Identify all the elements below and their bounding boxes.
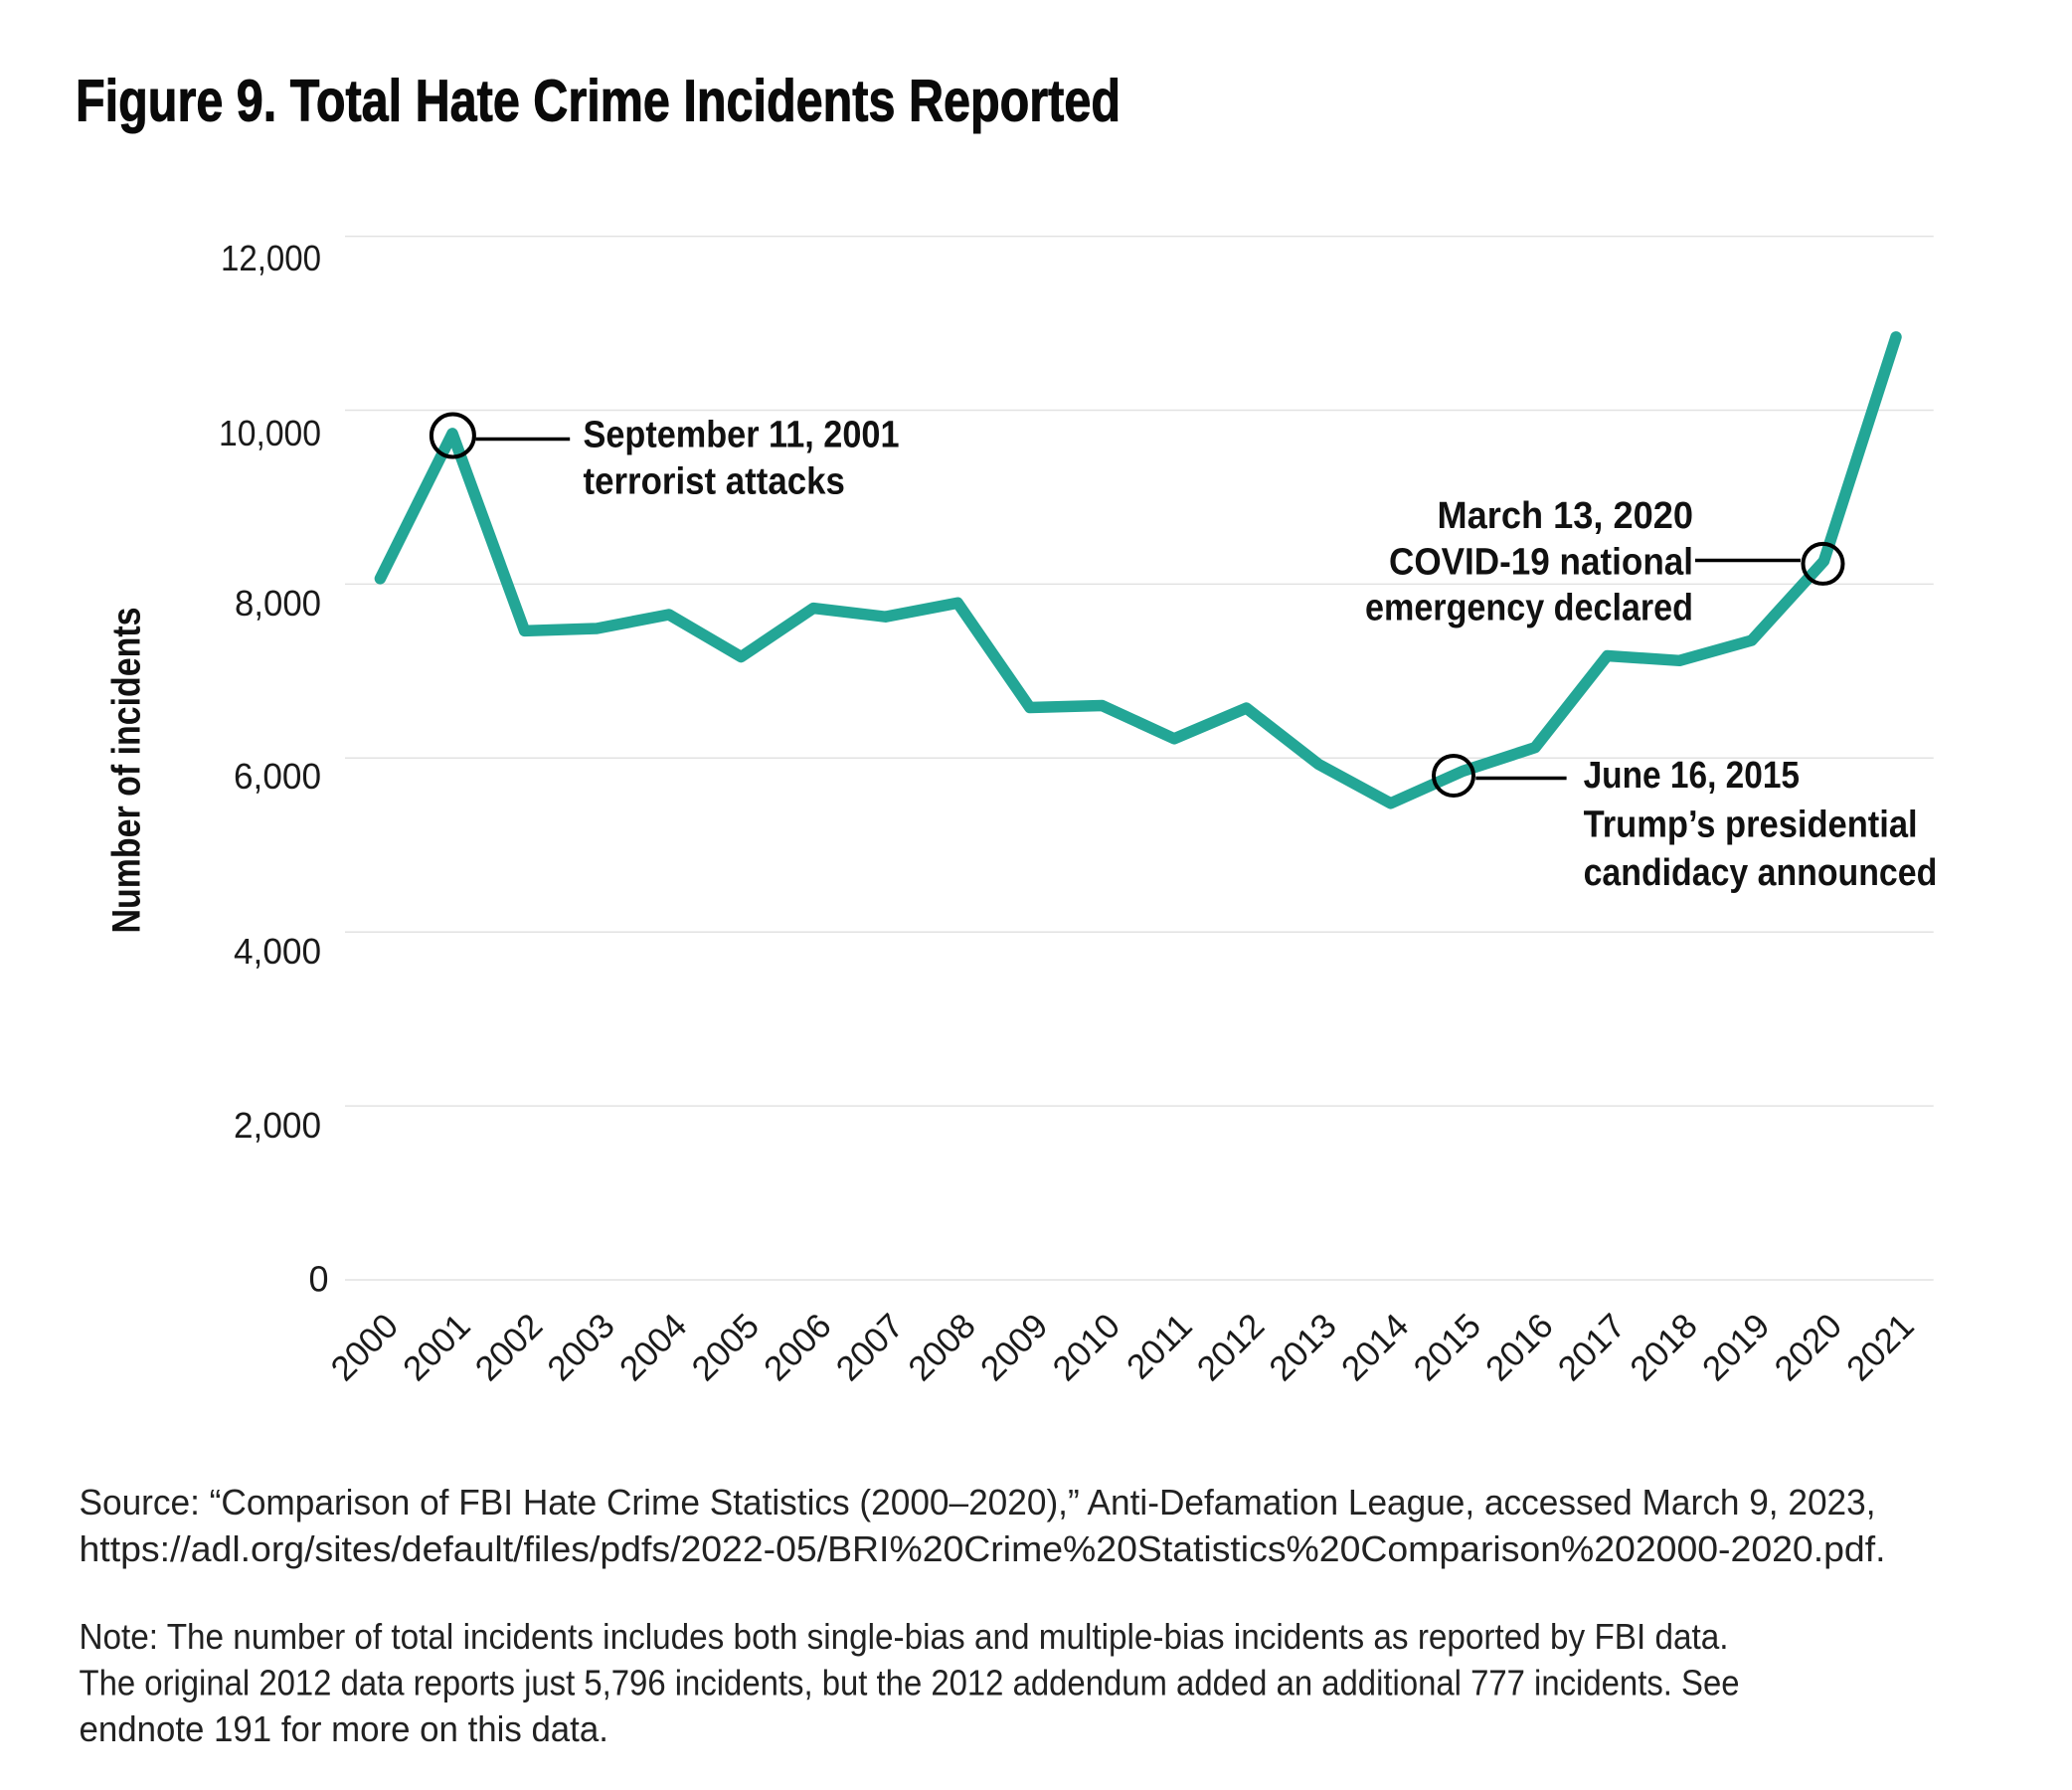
- svg-text:8,000: 8,000: [235, 583, 321, 624]
- svg-text:COVID-19 national: COVID-19 national: [1389, 542, 1693, 584]
- svg-text:June 16, 2015: June 16, 2015: [1584, 755, 1800, 797]
- svg-text:10,000: 10,000: [219, 413, 321, 453]
- svg-text:Source: “Comparison of FBI Hat: Source: “Comparison of FBI Hate Crime St…: [80, 1482, 1876, 1522]
- svg-text:Number of incidents: Number of incidents: [105, 608, 149, 934]
- svg-text:Trump’s presidential: Trump’s presidential: [1584, 805, 1918, 846]
- svg-text:September 11, 2001: September 11, 2001: [584, 415, 900, 456]
- svg-text:Note: The number of total inci: Note: The number of total incidents incl…: [80, 1616, 1729, 1657]
- svg-text:Figure 9. Total Hate Crime Inc: Figure 9. Total Hate Crime Incidents Rep…: [76, 69, 1121, 134]
- svg-text:terrorist attacks: terrorist attacks: [584, 461, 845, 503]
- svg-text:https://adl.org/sites/default/: https://adl.org/sites/default/files/pdfs…: [80, 1528, 1886, 1569]
- svg-text:emergency declared: emergency declared: [1365, 588, 1693, 629]
- svg-text:March 13, 2020: March 13, 2020: [1438, 495, 1694, 537]
- svg-text:2,000: 2,000: [234, 1105, 321, 1146]
- svg-text:candidacy announced: candidacy announced: [1584, 852, 1938, 894]
- svg-text:4,000: 4,000: [234, 931, 321, 972]
- svg-text:The original 2012 data reports: The original 2012 data reports just 5,79…: [80, 1663, 1740, 1703]
- svg-text:endnote 191 for more on this d: endnote 191 for more on this data.: [80, 1708, 608, 1749]
- svg-text:0: 0: [308, 1259, 328, 1300]
- svg-text:6,000: 6,000: [234, 756, 321, 797]
- svg-text:12,000: 12,000: [221, 238, 321, 278]
